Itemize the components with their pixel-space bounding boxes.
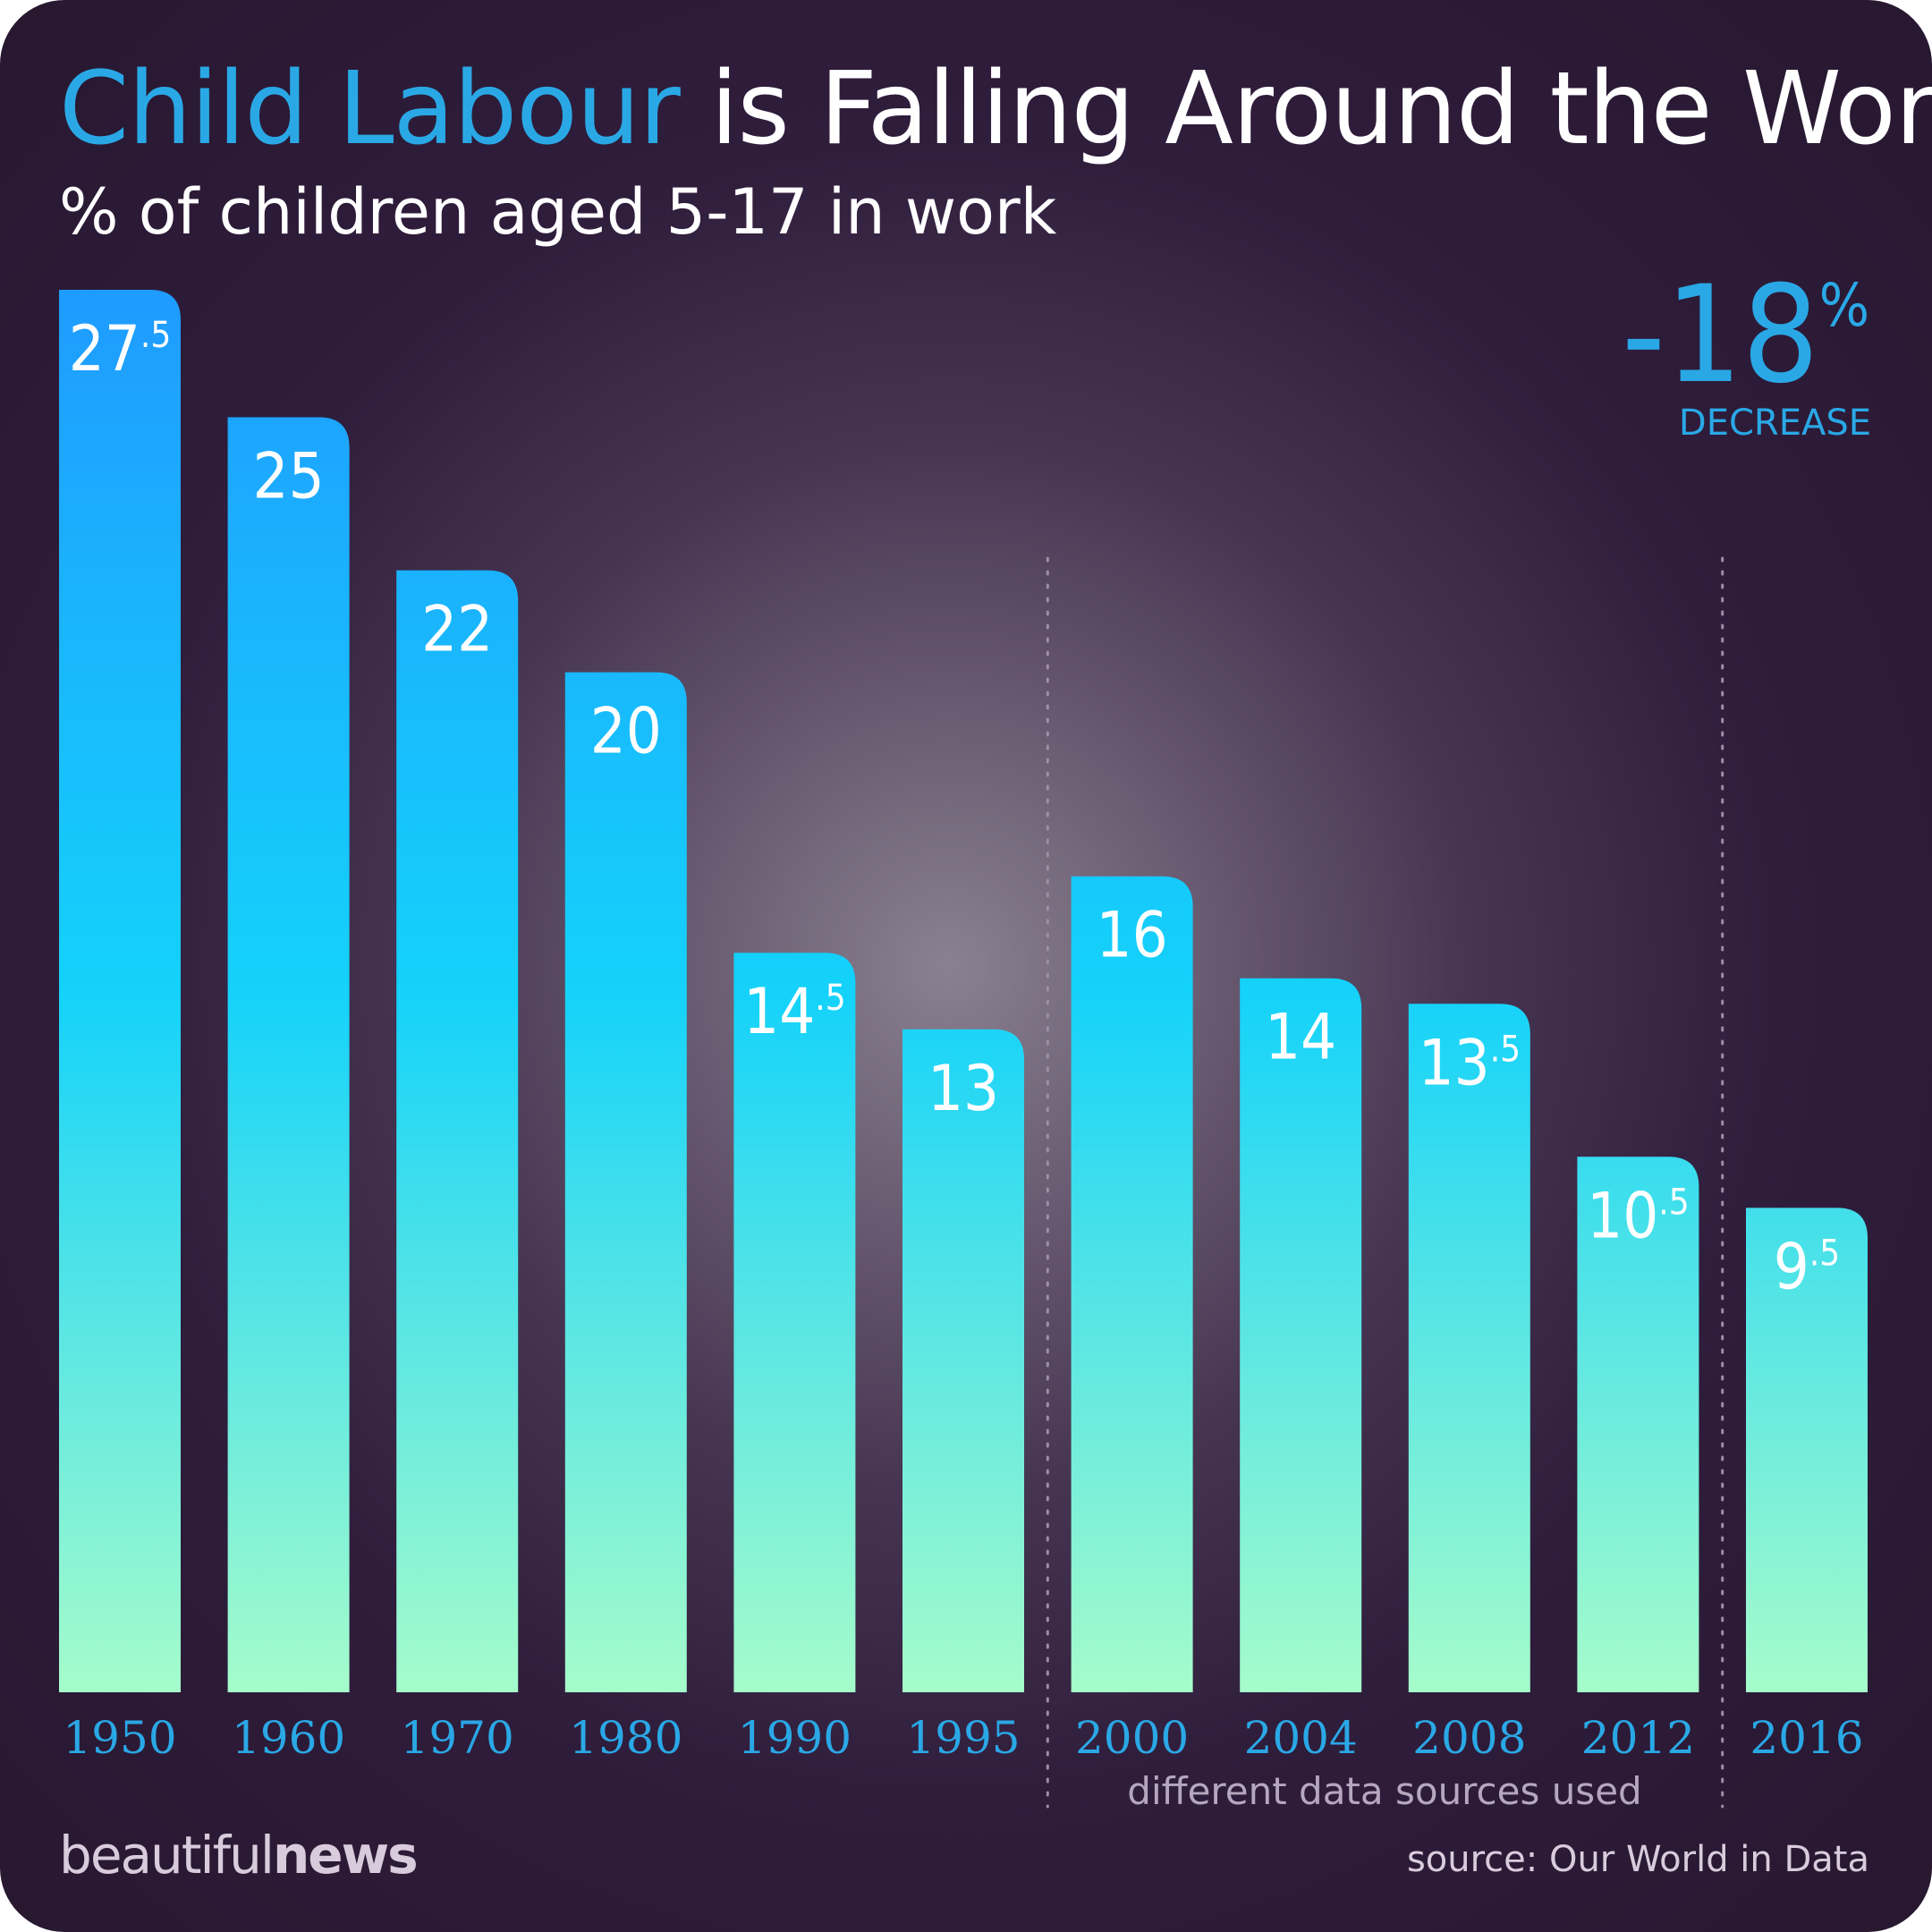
bar-1995	[902, 1029, 1024, 1692]
value-label-1995: 13	[928, 1052, 999, 1125]
chart-title: Child Labour is Falling Around the World	[59, 52, 1932, 167]
bar-1990	[733, 953, 856, 1692]
value-label-2000: 16	[1097, 899, 1168, 972]
bar-1960	[227, 417, 350, 1693]
x-tick-labels-group: 1950 1960 1970 1980 1990 1995 2000 2004 2008 2012…	[63, 1712, 1863, 1764]
stat-number: 18	[1665, 258, 1819, 413]
bar-2008	[1408, 1004, 1530, 1692]
bar-2012	[1577, 1157, 1699, 1692]
x-tick-label-1980: 1980	[569, 1712, 682, 1764]
x-tick-label-1990: 1990	[738, 1712, 852, 1764]
decrease-stat-value: -18%	[1622, 268, 1869, 402]
value-label-1950: 27.5	[69, 312, 171, 386]
bars-group	[59, 290, 1868, 1693]
value-label-2008: 13.5	[1419, 1026, 1521, 1099]
stat-sign: -	[1622, 258, 1665, 413]
x-tick-label-2016: 2016	[1750, 1712, 1863, 1764]
brand-bold: news	[272, 1825, 419, 1885]
value-label-2016: 9.5	[1774, 1230, 1840, 1303]
x-tick-label-2008: 2008	[1412, 1712, 1526, 1764]
value-label-2012: 10.5	[1587, 1179, 1689, 1252]
x-tick-label-1950: 1950	[63, 1712, 176, 1764]
data-sources-note: different data sources used	[1127, 1769, 1642, 1813]
brand-light: beautiful	[59, 1825, 275, 1885]
stat-unit: %	[1818, 271, 1869, 340]
value-label-1960: 25	[253, 440, 325, 513]
value-label-1970: 22	[421, 593, 493, 666]
value-label-2004: 14	[1265, 1001, 1336, 1074]
bar-2016	[1746, 1208, 1868, 1692]
x-tick-label-1970: 1970	[401, 1712, 514, 1764]
value-labels-group: 27.5 25 22 20 14.5 13 16 14 13.5 10.5 9.5	[69, 312, 1840, 1303]
x-tick-label-2000: 2000	[1075, 1712, 1189, 1764]
value-label-1980: 20	[590, 695, 662, 768]
x-tick-label-2004: 2004	[1244, 1712, 1358, 1764]
bar-2004	[1240, 978, 1362, 1692]
x-tick-label-1995: 1995	[906, 1712, 1020, 1764]
bar-1950	[59, 290, 181, 1692]
x-tick-label-2012: 2012	[1581, 1712, 1695, 1764]
brand-logo: beautifulnews	[59, 1825, 419, 1885]
bar-1980	[564, 672, 687, 1692]
bar-2000	[1071, 876, 1193, 1692]
value-label-1990: 14.5	[743, 975, 845, 1048]
bar-1970	[396, 570, 519, 1692]
x-tick-label-1960: 1960	[232, 1712, 345, 1764]
decrease-stat-label: DECREASE	[1678, 402, 1871, 444]
title-accent: Child Labour	[59, 51, 681, 167]
title-rest: is Falling Around the World	[710, 51, 1932, 167]
source-credit: source: Our World in Data	[1406, 1839, 1869, 1880]
chart-subtitle: % of children aged 5-17 in work	[59, 175, 1057, 249]
